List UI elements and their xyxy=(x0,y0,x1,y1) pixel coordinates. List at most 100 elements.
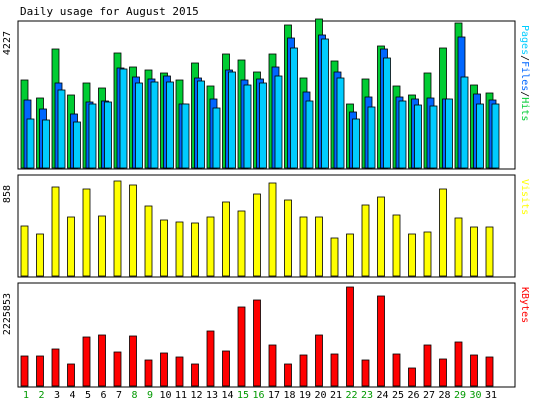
bar-visits-day-13 xyxy=(206,216,215,277)
chart-title: Daily usage for August 2015 xyxy=(20,5,199,18)
x-tick-day-29: 29 xyxy=(454,390,466,401)
x-tick-day-22: 22 xyxy=(345,390,357,401)
bar-pages-day-11 xyxy=(181,103,190,169)
bar-kbytes-day-3 xyxy=(51,348,60,387)
bar-pages-day-19 xyxy=(305,100,314,169)
bar-pages-day-30 xyxy=(476,103,484,169)
bar-pages-day-9 xyxy=(150,81,159,169)
bar-pages-day-13 xyxy=(212,107,221,169)
bar-kbytes-day-10 xyxy=(160,352,168,387)
x-tick-day-13: 13 xyxy=(206,390,218,401)
bar-kbytes-day-13 xyxy=(206,330,215,387)
bar-kbytes-day-30 xyxy=(470,354,478,387)
bar-kbytes-day-23 xyxy=(361,359,370,387)
bar-kbytes-day-22 xyxy=(346,286,354,387)
x-tick-day-28: 28 xyxy=(438,390,450,401)
bar-pages-day-14 xyxy=(228,71,236,169)
bar-pages-day-17 xyxy=(274,75,283,169)
bar-visits-day-1 xyxy=(20,225,29,277)
bar-kbytes-day-1 xyxy=(20,355,29,387)
bar-visits-day-8 xyxy=(129,184,137,277)
bar-kbytes-day-11 xyxy=(175,356,184,387)
x-tick-day-1: 1 xyxy=(23,390,29,401)
bar-visits-day-17 xyxy=(268,182,277,277)
x-tick-day-10: 10 xyxy=(159,390,171,401)
x-tick-day-4: 4 xyxy=(69,390,75,401)
bar-kbytes-day-25 xyxy=(392,353,401,387)
bar-kbytes-day-24 xyxy=(377,295,385,387)
bar-visits-day-22 xyxy=(346,233,354,277)
bar-kbytes-day-29 xyxy=(454,341,463,387)
bar-pages-day-12 xyxy=(197,80,205,169)
bar-pages-day-10 xyxy=(166,81,174,169)
bar-visits-day-31 xyxy=(485,226,494,277)
x-tick-day-7: 7 xyxy=(116,390,122,401)
bar-visits-day-25 xyxy=(392,214,401,277)
bar-visits-day-23 xyxy=(361,204,370,277)
x-tick-day-3: 3 xyxy=(54,390,60,401)
series-label-part-1: / xyxy=(519,55,530,61)
bar-pages-day-1 xyxy=(26,118,35,169)
bar-visits-day-27 xyxy=(423,231,432,277)
bar-visits-day-14 xyxy=(222,201,230,277)
x-tick-day-14: 14 xyxy=(221,390,233,401)
bar-visits-day-7 xyxy=(113,180,122,277)
bar-pages-day-27 xyxy=(429,105,438,169)
bar-kbytes-day-17 xyxy=(268,344,277,387)
bar-visits-day-29 xyxy=(454,217,463,277)
x-tick-day-30: 30 xyxy=(469,390,481,401)
x-tick-day-9: 9 xyxy=(147,390,153,401)
bar-kbytes-day-8 xyxy=(129,335,137,387)
bar-kbytes-day-16 xyxy=(253,299,261,387)
bar-visits-day-24 xyxy=(377,196,385,277)
bar-visits-day-3 xyxy=(51,186,60,277)
x-tick-day-15: 15 xyxy=(237,390,249,401)
bar-kbytes-day-20 xyxy=(315,334,323,387)
bar-pages-day-31 xyxy=(491,103,500,169)
series-label-part-0: KBytes xyxy=(519,287,530,323)
bar-pages-day-29 xyxy=(460,76,469,169)
y-axis-max-label-visits: 858 xyxy=(2,185,13,203)
bar-visits-day-12 xyxy=(191,222,199,277)
bar-visits-day-16 xyxy=(253,193,261,277)
series-label-part-4: Hits xyxy=(519,97,530,121)
x-tick-day-27: 27 xyxy=(423,390,435,401)
bar-visits-day-6 xyxy=(98,215,106,277)
bar-kbytes-day-4 xyxy=(67,363,75,387)
x-tick-day-26: 26 xyxy=(407,390,419,401)
bar-visits-day-15 xyxy=(237,210,246,277)
bar-visits-day-2 xyxy=(36,233,44,277)
bar-pages-day-23 xyxy=(367,106,376,169)
x-tick-day-25: 25 xyxy=(392,390,404,401)
bar-visits-day-19 xyxy=(299,216,308,277)
bar-kbytes-day-26 xyxy=(408,367,416,387)
bar-visits-day-9 xyxy=(144,205,153,277)
bar-kbytes-day-14 xyxy=(222,350,230,387)
x-tick-day-31: 31 xyxy=(485,390,497,401)
y-axis-max-label-hits-files-pages: 4227 xyxy=(2,31,13,55)
bar-kbytes-day-28 xyxy=(439,358,447,387)
series-label-part-3: / xyxy=(519,91,530,97)
bar-pages-day-18 xyxy=(290,47,298,169)
bar-pages-day-20 xyxy=(321,38,329,169)
bar-visits-day-4 xyxy=(67,216,75,277)
x-tick-day-23: 23 xyxy=(361,390,373,401)
x-tick-day-20: 20 xyxy=(314,390,326,401)
x-tick-day-12: 12 xyxy=(190,390,202,401)
bar-visits-day-21 xyxy=(330,237,339,277)
bar-pages-day-2 xyxy=(42,119,50,169)
bar-visits-day-5 xyxy=(82,188,91,277)
bar-pages-day-4 xyxy=(73,121,81,169)
bar-visits-day-26 xyxy=(408,233,416,277)
bar-pages-day-28 xyxy=(445,98,453,169)
x-tick-day-21: 21 xyxy=(330,390,342,401)
bar-kbytes-day-6 xyxy=(98,334,106,387)
bar-kbytes-day-2 xyxy=(36,355,44,387)
bar-kbytes-day-27 xyxy=(423,344,432,387)
series-label-part-0: Pages xyxy=(519,25,530,55)
bar-kbytes-day-21 xyxy=(330,353,339,387)
bar-kbytes-day-12 xyxy=(191,363,199,387)
bar-pages-day-5 xyxy=(88,103,97,169)
x-tick-day-8: 8 xyxy=(131,390,137,401)
x-tick-day-19: 19 xyxy=(299,390,311,401)
